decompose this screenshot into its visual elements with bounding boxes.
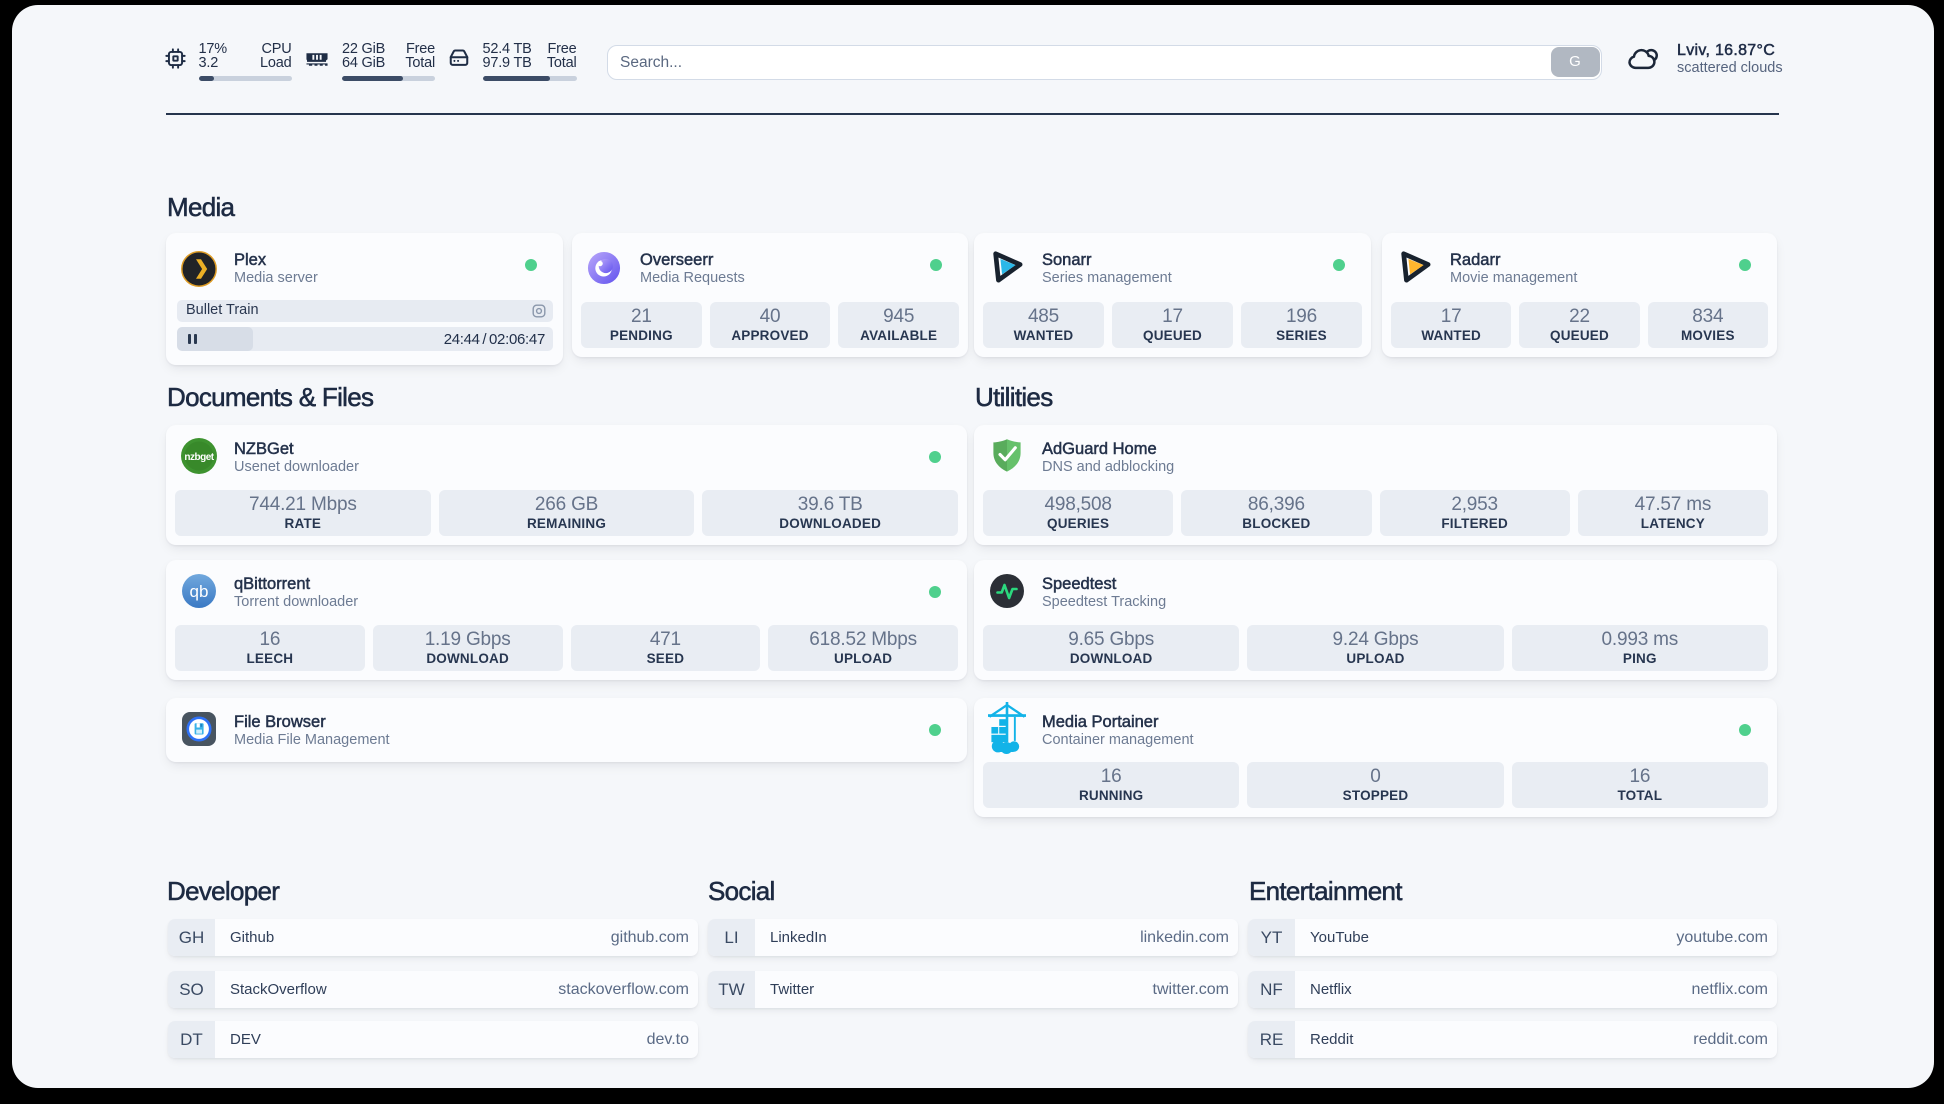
- svg-text:qb: qb: [190, 582, 209, 601]
- svg-text:nzbget: nzbget: [184, 452, 214, 463]
